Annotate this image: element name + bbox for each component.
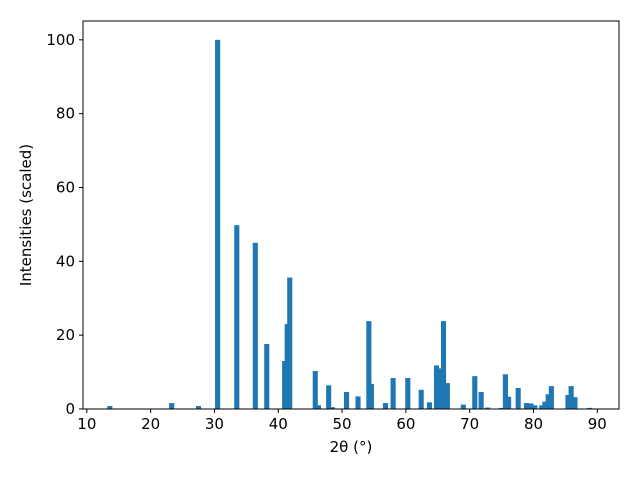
- y-tick-label: 40: [56, 252, 75, 270]
- bar: [382, 403, 389, 409]
- bar: [312, 370, 318, 409]
- bar: [472, 376, 478, 409]
- bar: [502, 374, 508, 409]
- x-tick-label: 90: [588, 415, 607, 433]
- bar: [390, 377, 396, 409]
- bar: [460, 404, 466, 409]
- bar: [433, 365, 440, 409]
- bar: [565, 394, 571, 409]
- bar: [444, 383, 450, 409]
- x-tick-label: 80: [524, 415, 543, 433]
- bar: [315, 405, 322, 409]
- bar: [437, 368, 443, 409]
- x-tick-label: 70: [460, 415, 479, 433]
- x-tick-label: 40: [269, 415, 288, 433]
- bar: [366, 321, 372, 409]
- bar: [528, 403, 534, 409]
- y-tick-label: 60: [56, 178, 75, 196]
- bar: [287, 277, 293, 409]
- bar: [548, 386, 554, 409]
- bar: [478, 392, 484, 409]
- bar: [169, 403, 175, 409]
- x-tick-label: 10: [77, 415, 96, 433]
- y-axis-label: Intensities (scaled): [17, 144, 35, 286]
- bar: [355, 396, 361, 409]
- bar: [426, 402, 433, 409]
- x-tick-label: 60: [396, 415, 415, 433]
- bar: [440, 321, 447, 409]
- x-tick-label: 50: [333, 415, 352, 433]
- bar: [532, 405, 538, 409]
- bar: [107, 406, 113, 409]
- bar: [195, 406, 202, 409]
- bar: [572, 397, 578, 409]
- bar: [215, 39, 221, 409]
- bar: [326, 385, 332, 409]
- bar: [405, 377, 411, 409]
- bar: [539, 405, 545, 409]
- bar: [523, 403, 530, 409]
- bar: [264, 344, 270, 409]
- plot-frame: [82, 20, 620, 410]
- bar: [545, 394, 551, 409]
- bar: [418, 389, 424, 409]
- bar: [343, 392, 350, 409]
- y-tick-label: 100: [46, 31, 75, 49]
- x-axis-label: 2θ (°): [330, 438, 373, 456]
- y-tick-label: 0: [65, 400, 75, 418]
- bar: [234, 225, 240, 409]
- y-tick-label: 80: [56, 105, 75, 123]
- bar: [252, 242, 258, 409]
- bar: [515, 387, 521, 409]
- bar: [499, 407, 505, 409]
- bar: [542, 401, 548, 409]
- x-tick-label: 20: [141, 415, 160, 433]
- bar: [329, 407, 336, 409]
- x-tick-label: 30: [205, 415, 224, 433]
- bar: [587, 407, 593, 409]
- bar: [368, 383, 374, 409]
- bar: [506, 396, 512, 409]
- bar: [485, 407, 491, 409]
- bar: [568, 386, 574, 409]
- y-tick-label: 20: [56, 326, 75, 344]
